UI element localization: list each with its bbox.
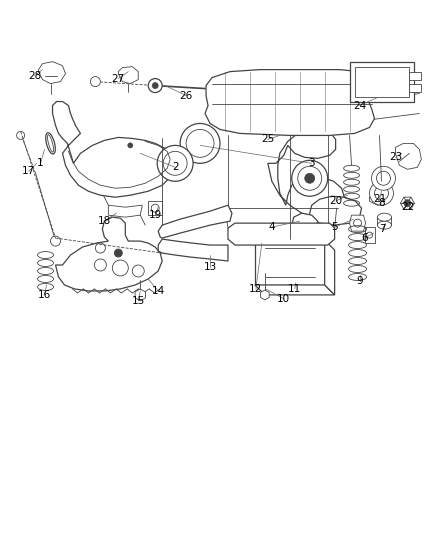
Text: 22: 22	[401, 202, 414, 212]
Polygon shape	[56, 217, 162, 291]
Circle shape	[114, 249, 122, 257]
Polygon shape	[135, 289, 145, 301]
Bar	[355, 67, 410, 96]
Polygon shape	[325, 240, 335, 295]
Bar	[364, 227, 374, 243]
Text: 8: 8	[378, 198, 385, 208]
Bar	[350, 62, 414, 101]
Text: 14: 14	[152, 286, 165, 296]
Text: 24: 24	[353, 101, 366, 110]
Polygon shape	[39, 62, 66, 84]
Circle shape	[157, 146, 193, 181]
Text: 16: 16	[38, 290, 51, 300]
Polygon shape	[108, 205, 142, 217]
Polygon shape	[400, 197, 414, 209]
Circle shape	[180, 124, 220, 163]
Text: 10: 10	[277, 294, 290, 304]
Ellipse shape	[378, 221, 392, 229]
Text: 11: 11	[288, 284, 301, 294]
Text: 25: 25	[261, 134, 275, 144]
Text: 2: 2	[172, 163, 178, 172]
Polygon shape	[53, 101, 175, 197]
Circle shape	[90, 77, 100, 86]
Circle shape	[370, 181, 393, 205]
Polygon shape	[268, 127, 345, 217]
Circle shape	[128, 143, 133, 148]
Circle shape	[305, 173, 314, 183]
Circle shape	[404, 200, 411, 207]
Text: 21: 21	[373, 194, 386, 204]
Bar	[410, 71, 421, 79]
Polygon shape	[350, 215, 366, 231]
Polygon shape	[396, 143, 421, 169]
Text: 15: 15	[132, 296, 145, 306]
Polygon shape	[261, 290, 269, 300]
Text: 7: 7	[379, 224, 386, 234]
Text: 18: 18	[98, 216, 111, 226]
Text: 28: 28	[28, 70, 41, 80]
Polygon shape	[228, 223, 335, 245]
Circle shape	[292, 160, 328, 196]
Text: 20: 20	[329, 196, 342, 206]
Text: 13: 13	[203, 262, 217, 272]
Polygon shape	[205, 70, 374, 135]
Text: 17: 17	[22, 166, 35, 176]
Text: 23: 23	[389, 152, 402, 163]
Circle shape	[371, 166, 396, 190]
Text: 6: 6	[361, 233, 368, 243]
Bar	[255, 240, 325, 285]
Circle shape	[17, 132, 25, 140]
Polygon shape	[370, 189, 392, 205]
Polygon shape	[158, 239, 228, 261]
Ellipse shape	[378, 213, 392, 221]
Polygon shape	[158, 205, 232, 238]
Text: 9: 9	[356, 276, 363, 286]
Text: 4: 4	[268, 222, 275, 232]
Bar	[410, 84, 421, 92]
Text: 19: 19	[148, 210, 162, 220]
Circle shape	[50, 236, 60, 246]
Circle shape	[152, 83, 158, 88]
Polygon shape	[255, 285, 335, 295]
Polygon shape	[118, 67, 138, 84]
Text: 26: 26	[180, 91, 193, 101]
Polygon shape	[310, 196, 361, 225]
Bar	[148, 201, 162, 215]
Polygon shape	[292, 213, 318, 233]
Text: 5: 5	[331, 222, 338, 232]
Text: 27: 27	[112, 74, 125, 84]
Text: 1: 1	[37, 158, 44, 168]
Circle shape	[148, 78, 162, 93]
Text: 3: 3	[308, 158, 315, 168]
Ellipse shape	[46, 133, 55, 154]
Text: 12: 12	[249, 284, 262, 294]
